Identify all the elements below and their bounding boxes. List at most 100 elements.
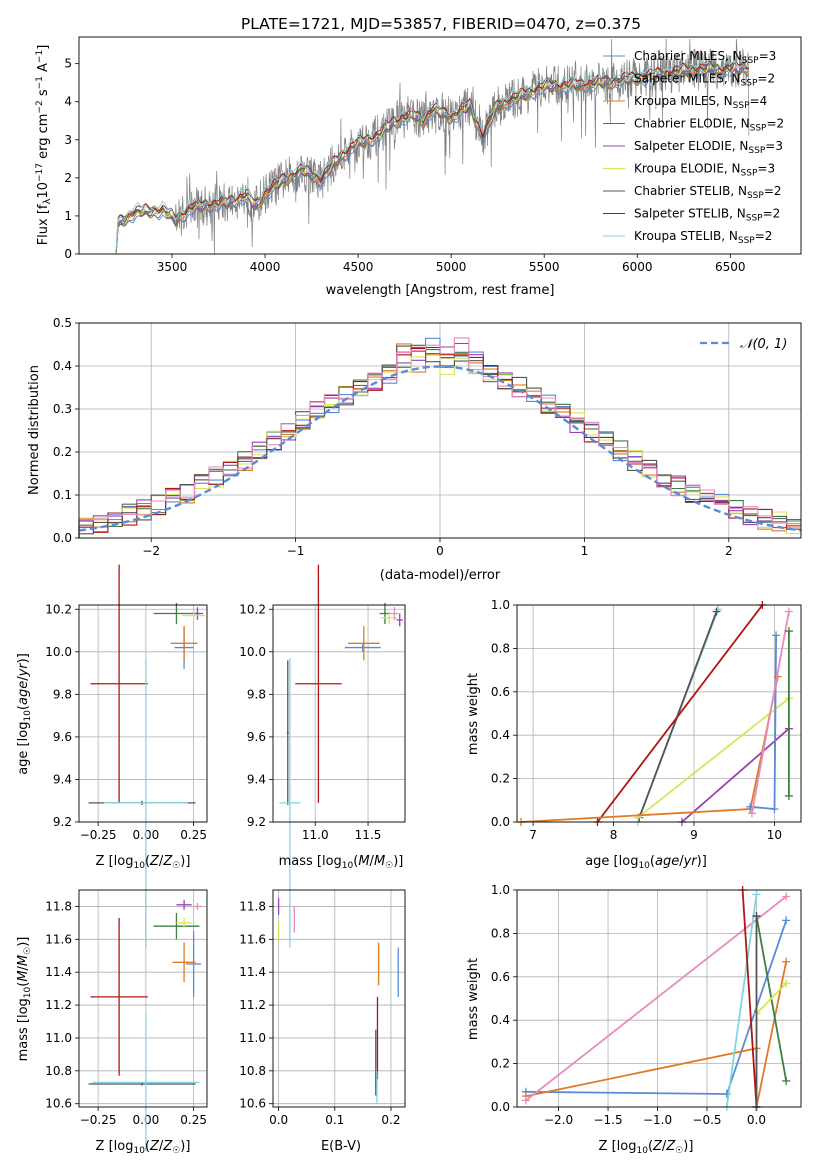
axes-frame [516, 604, 802, 823]
weight-line [525, 895, 787, 1102]
legend-entry: Chabrier STELIB, NSSP=2 [634, 184, 782, 201]
y-tick-label: 11.6 [45, 932, 72, 946]
legend-text-part: SSP [738, 236, 755, 246]
y-tick-label: 9.6 [53, 730, 72, 744]
weight-line [741, 889, 758, 1108]
weight-line [637, 697, 790, 819]
x-tick-label: 9 [690, 828, 698, 842]
histogram-step [78, 337, 801, 538]
y-tick-label: 11.6 [239, 932, 266, 946]
x-tick-label: 4500 [343, 260, 374, 274]
legend-text-part: =3 [765, 139, 783, 153]
y-tick-label: 1 [64, 209, 72, 223]
y-tick-label: 9.6 [247, 730, 266, 744]
legend-text-part: SSP [742, 56, 759, 66]
axes-frame [78, 36, 802, 255]
histogram-step [78, 344, 801, 538]
y-tick-label: 2 [64, 171, 72, 185]
y-tick-label: 9.2 [247, 815, 266, 829]
x-tick-label: −0.25 [80, 828, 117, 842]
legend-text-part: =2 [755, 229, 773, 243]
x-tick-label: 8 [610, 828, 618, 842]
z-weight-plot: −2.0 −1.5 −1.0 −0.5 0.0 0.0 0.2 0.4 0.6 0.8 1.0 [491, 883, 802, 1127]
histogram-ylabel: Normed distribution [27, 365, 42, 495]
y-tick-label: 1.0 [491, 883, 510, 897]
weight-marker [784, 791, 793, 800]
z-age-plot: −0.25 0.00 0.259.29.49.69.810.010.2 [45, 564, 208, 948]
y-tick-label: 10.8 [45, 1064, 72, 1078]
weight-marker [782, 892, 791, 901]
mass-age-plot: 11.0 11.5 9.2 9.4 9.6 9.8 10.0 10.2 [239, 564, 406, 948]
z-mass-ylabel: mass [log10(M/M☉)] [16, 937, 33, 1062]
histogram-plot: −2 −1 0 1 2 0.0 0.1 0.2 0.3 0.4 0.5 [53, 316, 802, 558]
weight-marker [782, 957, 791, 966]
model-spectrum-line [115, 61, 750, 255]
y-tick-label: 0.0 [53, 531, 72, 545]
z-mass-panel: −0.25 0.00 0.2510.610.811.011.211.411.611.… [16, 889, 208, 1156]
x-tick-label: 5000 [436, 260, 467, 274]
x-tick-label: 6500 [715, 260, 746, 274]
axes-frame [272, 889, 406, 1108]
spectrum-xlabel: wavelength [Angstrom, rest frame] [326, 283, 555, 298]
legend-entry: Kroupa STELIB, NSSP=2 [634, 229, 772, 246]
x-tick-label: −1 [287, 544, 305, 558]
x-tick-label: 3500 [157, 260, 188, 274]
axes-frame [78, 604, 208, 823]
weight-line [751, 611, 790, 814]
x-tick-label: 0 [436, 544, 444, 558]
x-tick-label: 11.0 [302, 828, 329, 842]
weight-marker [521, 1096, 530, 1105]
legend-text-part: Kroupa ELODIE, N [634, 162, 741, 176]
y-tick-label: 10.2 [239, 602, 266, 616]
x-tick-label: −1.0 [643, 1113, 672, 1127]
y-tick-label: 0.6 [491, 970, 510, 984]
normal-curve [78, 365, 802, 532]
legend-text-part: Chabrier ELODIE, N [634, 117, 750, 131]
legend-text-part: Salpeter MILES, N [634, 72, 741, 86]
y-tick-label: 0.3 [53, 402, 72, 416]
x-tick-label: 0.2 [381, 1113, 400, 1127]
legend-text-part: Salpeter STELIB, N [634, 207, 746, 221]
x-tick-label: 0.25 [180, 828, 207, 842]
y-tick-label: 10.2 [45, 602, 72, 616]
mass-age-panel: 11.0 11.5 9.2 9.4 9.6 9.8 10.0 10.2 mass [log10… [239, 564, 406, 948]
legend-text-part: =2 [764, 184, 782, 198]
x-tick-label: −1.5 [593, 1113, 622, 1127]
legend-entry: Salpeter MILES, NSSP=2 [634, 72, 775, 89]
weight-marker [747, 809, 756, 818]
x-tick-label: 7 [529, 828, 537, 842]
normal-legend-label: 𝒩(0, 1) [740, 337, 787, 352]
x-tick-label: 0.25 [180, 1113, 207, 1127]
model-spectrum-line [115, 60, 750, 250]
histogram-panel: −2 −1 0 1 2 0.0 0.1 0.2 0.3 0.4 0.5 𝒩(0, 1) (data-… [27, 316, 802, 583]
y-tick-label: 0.6 [491, 685, 510, 699]
y-tick-label: 5 [64, 57, 72, 71]
legend-entry: Chabrier MILES, NSSP=3 [634, 49, 776, 66]
weight-line [596, 604, 764, 823]
x-tick-label: 11.5 [355, 828, 382, 842]
legend-text-part: SSP [741, 169, 758, 179]
y-tick-label: 11.4 [45, 965, 72, 979]
x-tick-label: 2 [725, 544, 733, 558]
z-age-xlabel: Z [log10(Z/Z☉)] [96, 854, 191, 871]
weight-line [681, 728, 790, 823]
weight-line [725, 894, 758, 1108]
y-tick-label: 4 [64, 95, 72, 109]
x-tick-label: 0.0 [269, 1113, 288, 1127]
y-tick-label: 0.5 [53, 316, 72, 330]
axes-frame [516, 889, 802, 1108]
y-tick-label: 0.4 [491, 728, 510, 742]
legend-text-part: Salpeter ELODIE, N [634, 139, 748, 153]
legend-text-part: SSP [746, 214, 763, 224]
axes-frame [78, 889, 208, 1108]
z-weight-xlabel: Z [log10(Z/Z☉)] [599, 1139, 694, 1156]
x-tick-label: 5500 [529, 260, 560, 274]
y-tick-label: 0.4 [53, 359, 72, 373]
y-tick-label: 11.0 [45, 1031, 72, 1045]
y-tick-label: 0.2 [53, 445, 72, 459]
legend-text-part: SSP [748, 146, 765, 156]
y-tick-label: 10.6 [239, 1097, 266, 1111]
weight-marker [784, 607, 793, 616]
legend-text-part: =2 [763, 207, 781, 221]
